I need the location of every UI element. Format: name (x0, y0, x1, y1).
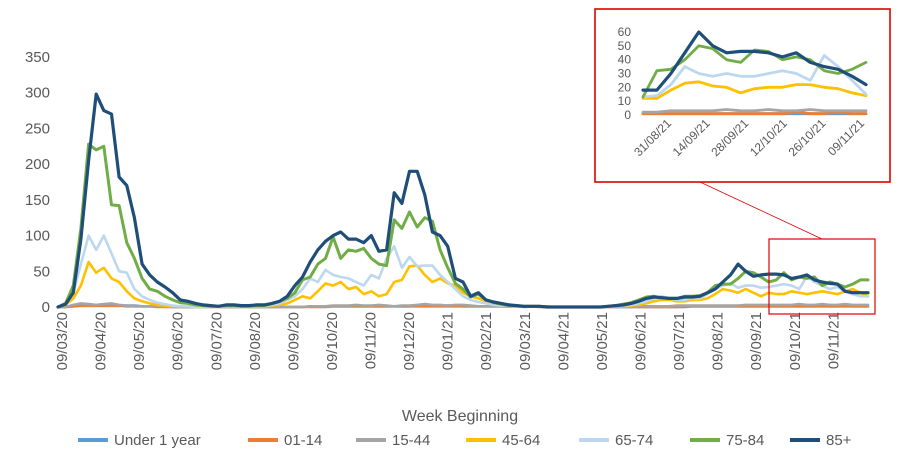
inset-series-line-45-64 (641, 80, 868, 100)
x-tick-label: 09/12/20 (401, 312, 418, 370)
x-tick-label: 09/09/20 (285, 312, 302, 370)
x-tick-label: 09/11/20 (363, 312, 380, 369)
inset-y-tick-label: 50 (618, 39, 632, 53)
inset-chart: 010203040506031/08/2114/09/2128/09/2112/… (594, 8, 891, 183)
y-tick-label: 350 (25, 49, 50, 66)
connector-line (699, 181, 823, 240)
y-tick-label: 150 (25, 192, 50, 209)
inset-y-tick-label: 20 (618, 80, 632, 94)
legend-item-01-14: 01-14 (248, 432, 322, 449)
legend-item-65-74: 65-74 (579, 432, 653, 449)
series-line-75-84 (56, 142, 870, 309)
x-tick-label: 09/06/20 (170, 312, 187, 370)
legend: Under 1 year 01-14 15-44 45-64 65-74 75-84 85+ (78, 432, 852, 449)
series-line-65-74 (56, 234, 870, 309)
series-line-85 (56, 92, 870, 309)
y-tick-label: 0 (42, 299, 50, 316)
inset-y-tick-label: 30 (618, 67, 632, 81)
y-tick-label: 200 (25, 156, 50, 173)
x-tick-label: 09/06/21 (633, 312, 650, 370)
legend-label: 01-14 (284, 432, 322, 449)
x-tick-label: 09/10/21 (787, 312, 804, 370)
x-tick-label: 09/02/21 (478, 312, 495, 370)
x-tick-label: 09/07/21 (671, 312, 688, 370)
x-tick-label: 09/10/20 (324, 312, 341, 370)
x-tick-label: 09/04/20 (93, 312, 110, 370)
inset-y-tick-label: 0 (624, 108, 631, 122)
inset-connector (699, 181, 876, 315)
x-tick-label: 09/08/21 (710, 312, 727, 370)
inset-series-line-01-14 (641, 110, 868, 115)
main-series (56, 92, 870, 309)
inset-y-tick-label: 60 (618, 25, 632, 39)
legend-label: 75-84 (726, 432, 764, 449)
x-axis-title: Week Beginning (402, 408, 518, 425)
inset-y-tick-label: 40 (618, 53, 632, 67)
x-tick-label: 09/07/20 (208, 312, 225, 370)
x-tick-label: 09/09/21 (748, 312, 765, 370)
x-tick-label: 09/01/21 (440, 312, 457, 370)
y-tick-label: 300 (25, 85, 50, 102)
legend-item-85: 85+ (790, 432, 852, 449)
x-tick-label: 09/08/20 (247, 312, 264, 370)
x-tick-label: 09/03/20 (54, 312, 71, 370)
inset-y-tick-label: 10 (618, 94, 632, 108)
legend-item-45-64: 45-64 (466, 432, 540, 449)
y-tick-label: 50 (33, 263, 50, 280)
legend-label: Under 1 year (114, 432, 201, 449)
y-tick-label: 100 (25, 228, 50, 245)
x-tick-label: 09/04/21 (555, 312, 572, 370)
x-tick-label: 09/11/21 (825, 312, 842, 369)
inset-series-line-15-44 (641, 108, 868, 114)
legend-item-15-44: 15-44 (356, 432, 430, 449)
legend-label: 15-44 (392, 432, 430, 449)
inset-series-line-65-74 (641, 54, 868, 99)
x-tick-label: 09/03/21 (517, 312, 534, 370)
legend-label: 65-74 (615, 432, 653, 449)
x-tick-label: 09/05/21 (594, 312, 611, 370)
legend-label: 85+ (826, 432, 852, 449)
inset-series-line-85 (641, 30, 868, 92)
legend-item-75-84: 75-84 (690, 432, 764, 449)
legend-item-under-1-year: Under 1 year (78, 432, 201, 449)
legend-label: 45-64 (502, 432, 540, 449)
x-tick-label: 09/05/20 (131, 312, 148, 370)
y-tick-label: 250 (25, 120, 50, 137)
